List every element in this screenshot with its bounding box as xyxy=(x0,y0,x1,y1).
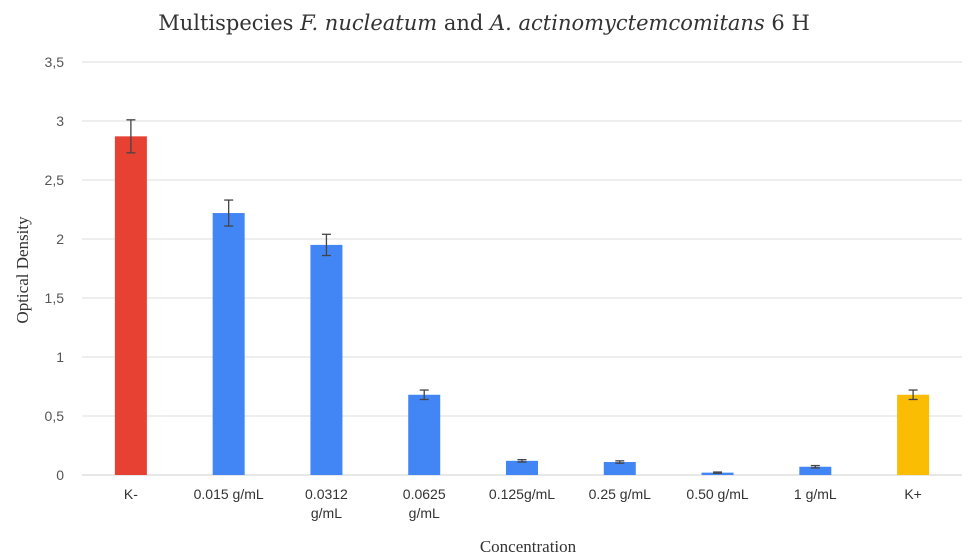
y-tick-label: 3,5 xyxy=(45,54,65,70)
error-bar xyxy=(517,459,527,463)
chart-title-part: A. actinomyctemcomitans xyxy=(488,11,765,35)
error-bars xyxy=(126,119,918,474)
x-category-label: K- xyxy=(124,486,138,502)
bar xyxy=(506,460,538,475)
error-bar xyxy=(713,471,723,474)
y-tick-label: 2,5 xyxy=(45,172,65,188)
x-axis-title: Concentration xyxy=(480,537,577,556)
chart-title-part: 6 H xyxy=(765,11,810,35)
error-bar xyxy=(615,460,625,464)
error-bar xyxy=(126,119,136,154)
y-tick-label: 0,5 xyxy=(45,408,65,424)
x-axis-categories: K- 0.015 g/mL 0.0312 g/mL 0.0625 g/mL 0.125g/m… xyxy=(124,486,922,521)
x-category-label: g/mL xyxy=(311,505,342,521)
x-category-label: 0.015 g/mL xyxy=(194,486,264,502)
y-tick-label: 2 xyxy=(56,231,64,247)
bar xyxy=(408,394,441,475)
bar xyxy=(212,213,245,476)
bar xyxy=(114,136,147,475)
y-tick-label: 1,5 xyxy=(45,290,65,306)
bar xyxy=(897,394,930,475)
y-tick-label: 3 xyxy=(56,113,64,129)
x-category-label: 1 g/mL xyxy=(794,486,837,502)
x-category-label: K+ xyxy=(904,486,922,502)
chart-title-part: F. nucleatum xyxy=(299,11,437,35)
x-category-label: 0.0625 xyxy=(403,486,446,502)
error-bar xyxy=(419,389,429,401)
y-tick-label: 0 xyxy=(56,467,64,483)
chart-title-part: Multispecies xyxy=(158,11,300,35)
y-tick-label: 1 xyxy=(56,349,64,365)
x-category-label: g/mL xyxy=(409,505,440,521)
x-category-label: 0.50 g/mL xyxy=(686,486,748,502)
x-category-label: 0.0312 xyxy=(305,486,348,502)
error-bar xyxy=(908,389,918,401)
bar xyxy=(603,462,636,475)
error-bar xyxy=(321,233,331,257)
error-bar xyxy=(810,464,820,469)
y-axis-ticks: 0 0,5 1 1,5 2 2,5 3 3,5 xyxy=(45,54,65,483)
chart-title: Multispecies F. nucleatum and A. actinom… xyxy=(158,11,810,35)
x-category-label: 0.25 g/mL xyxy=(589,486,651,502)
bars xyxy=(114,136,930,476)
x-category-label: 0.125g/mL xyxy=(489,486,555,502)
y-axis-title: Optical Density xyxy=(13,216,32,324)
bar xyxy=(799,466,832,475)
error-bar xyxy=(224,199,234,227)
chart-title-part: and xyxy=(437,11,490,35)
bar xyxy=(310,244,343,475)
